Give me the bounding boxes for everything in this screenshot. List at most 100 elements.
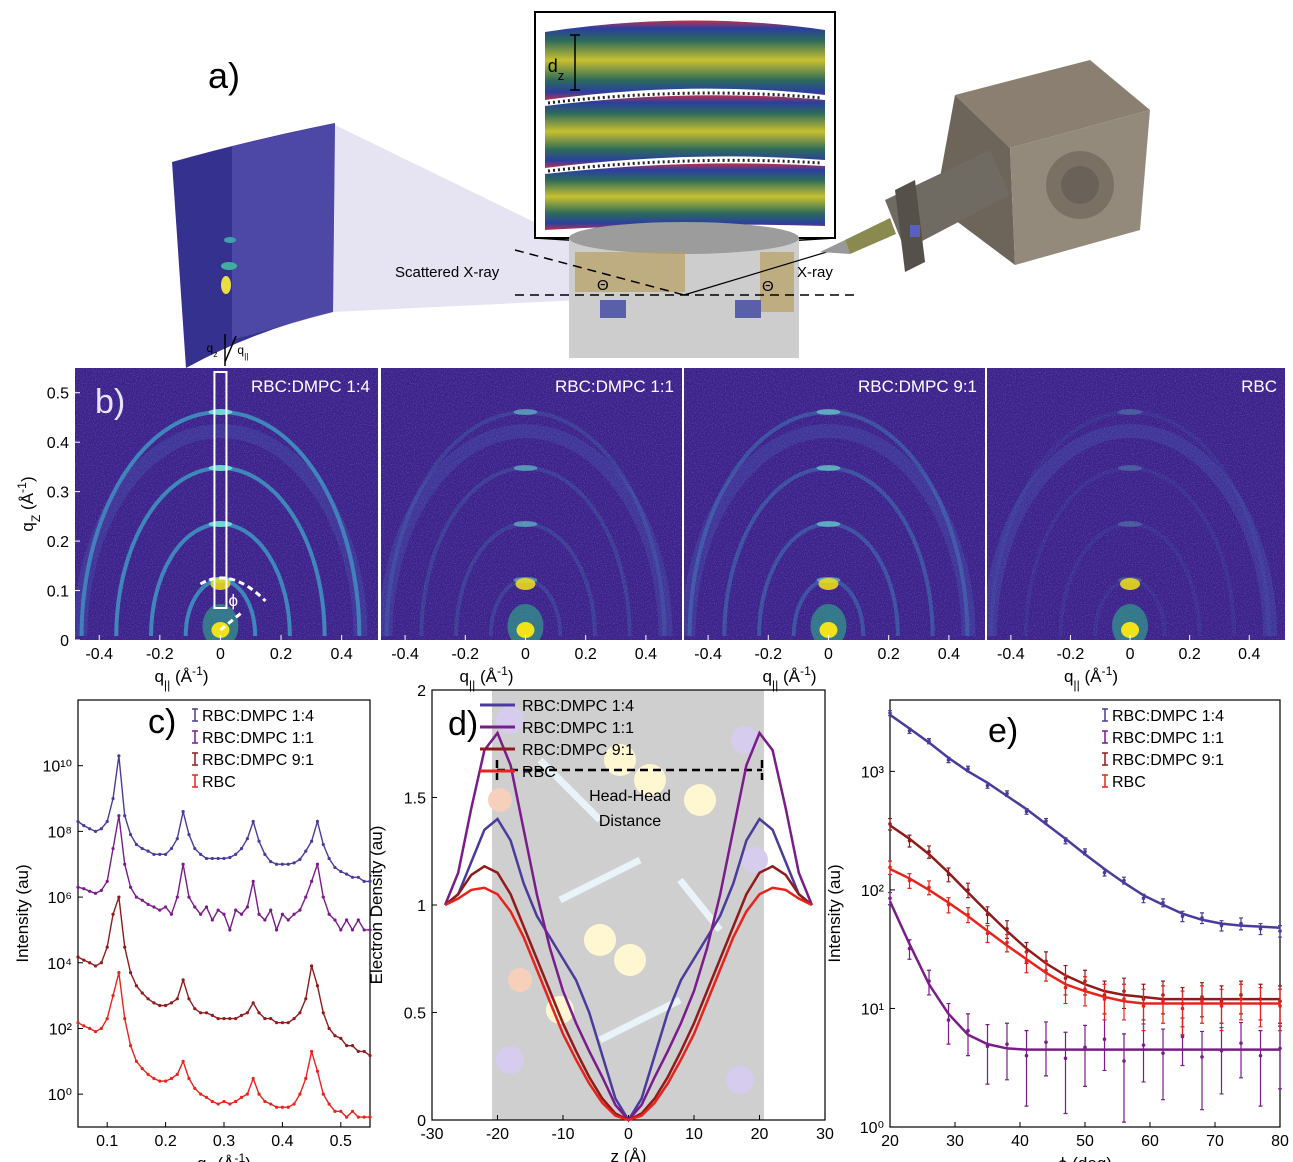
atom	[488, 788, 512, 812]
annotation: Head-Head	[589, 788, 671, 805]
atom	[508, 968, 532, 992]
point	[246, 905, 249, 908]
legend-glyph	[1102, 775, 1108, 787]
label-part: d	[548, 56, 558, 76]
point	[88, 890, 91, 893]
point	[1122, 1059, 1126, 1063]
error-bar	[1278, 1026, 1282, 1089]
point	[82, 1024, 85, 1027]
legend-label: RBC:DMPC 1:4	[522, 698, 634, 715]
point	[263, 853, 266, 856]
y-tick-label: 10¹	[861, 1001, 884, 1018]
point	[217, 1017, 220, 1020]
point	[164, 905, 167, 908]
point	[135, 1060, 138, 1063]
x-tick-label: -0.2	[451, 646, 479, 663]
label-part: -1	[497, 664, 508, 678]
point	[141, 991, 144, 994]
point	[333, 1110, 336, 1113]
point	[281, 863, 284, 866]
point	[252, 880, 255, 883]
point	[252, 1001, 255, 1004]
x-tick-label: -0.4	[694, 646, 722, 663]
spot-upper	[818, 578, 838, 590]
legend-glyph	[1102, 753, 1108, 765]
point	[304, 1077, 307, 1080]
panel-label: e)	[988, 712, 1018, 750]
point	[1044, 1040, 1048, 1044]
label-part: -1	[15, 482, 29, 493]
panel-label: c)	[148, 703, 176, 741]
x-tick-label: 0.4	[331, 646, 353, 663]
bragg-spot	[513, 465, 537, 471]
x-tick-label: 0.2	[575, 646, 597, 663]
x-tick-label: -0.2	[1057, 646, 1085, 663]
point	[304, 895, 307, 898]
point	[357, 1116, 360, 1119]
point	[246, 837, 249, 840]
point	[292, 861, 295, 864]
x-tick-label: -0.2	[146, 646, 174, 663]
point	[257, 913, 260, 916]
legend-glyph	[192, 753, 198, 765]
point	[257, 1011, 260, 1014]
point	[345, 1116, 348, 1119]
point	[176, 837, 179, 840]
point	[158, 853, 161, 856]
point	[182, 863, 185, 866]
atom	[684, 784, 716, 816]
point	[170, 1001, 173, 1004]
point	[345, 918, 348, 921]
point	[357, 918, 360, 921]
y-tick-label: 0.3	[47, 485, 69, 502]
label-part: (Å	[213, 1154, 235, 1162]
point	[182, 810, 185, 813]
point	[287, 863, 290, 866]
point	[146, 997, 149, 1000]
legend-glyph	[192, 709, 198, 721]
point	[269, 1102, 272, 1105]
error-bar	[1103, 1020, 1107, 1070]
point	[164, 1004, 167, 1007]
point	[158, 909, 161, 912]
x-tick-label: 0	[216, 646, 225, 663]
point	[322, 1093, 325, 1096]
label-part: )	[18, 476, 37, 482]
label-part: (Å	[1080, 667, 1102, 686]
point	[1200, 1055, 1204, 1059]
holder-pad	[735, 300, 761, 318]
point	[351, 928, 354, 931]
point	[298, 909, 301, 912]
point	[310, 1050, 313, 1053]
point	[275, 928, 278, 931]
point	[117, 814, 120, 817]
axis-label: q|| (Å-1)	[154, 664, 208, 692]
label-part: -1	[234, 1151, 245, 1162]
point	[123, 814, 126, 817]
point	[152, 853, 155, 856]
label-part: (Å	[170, 667, 192, 686]
point	[228, 1102, 231, 1105]
point	[1239, 1041, 1243, 1045]
x-tick-label: 0	[521, 646, 530, 663]
point	[88, 827, 91, 830]
x-tick-label: 40	[1011, 1133, 1029, 1150]
bragg-spot	[513, 409, 537, 415]
legend-label: RBC:DMPC 9:1	[1112, 752, 1224, 769]
point	[193, 1087, 196, 1090]
x-tick-label: 50	[1076, 1133, 1094, 1150]
point	[257, 1093, 260, 1096]
point	[199, 913, 202, 916]
x-tick-label: -0.2	[754, 646, 782, 663]
point	[106, 1017, 109, 1020]
point	[246, 1093, 249, 1096]
point	[135, 843, 138, 846]
error-bar	[1239, 984, 1243, 1020]
holder-pad	[600, 300, 626, 318]
point	[199, 853, 202, 856]
y-tick-label: 10³	[861, 764, 885, 781]
point	[322, 843, 325, 846]
point	[217, 1102, 220, 1105]
point	[111, 994, 114, 997]
panel-label: b)	[95, 383, 125, 421]
